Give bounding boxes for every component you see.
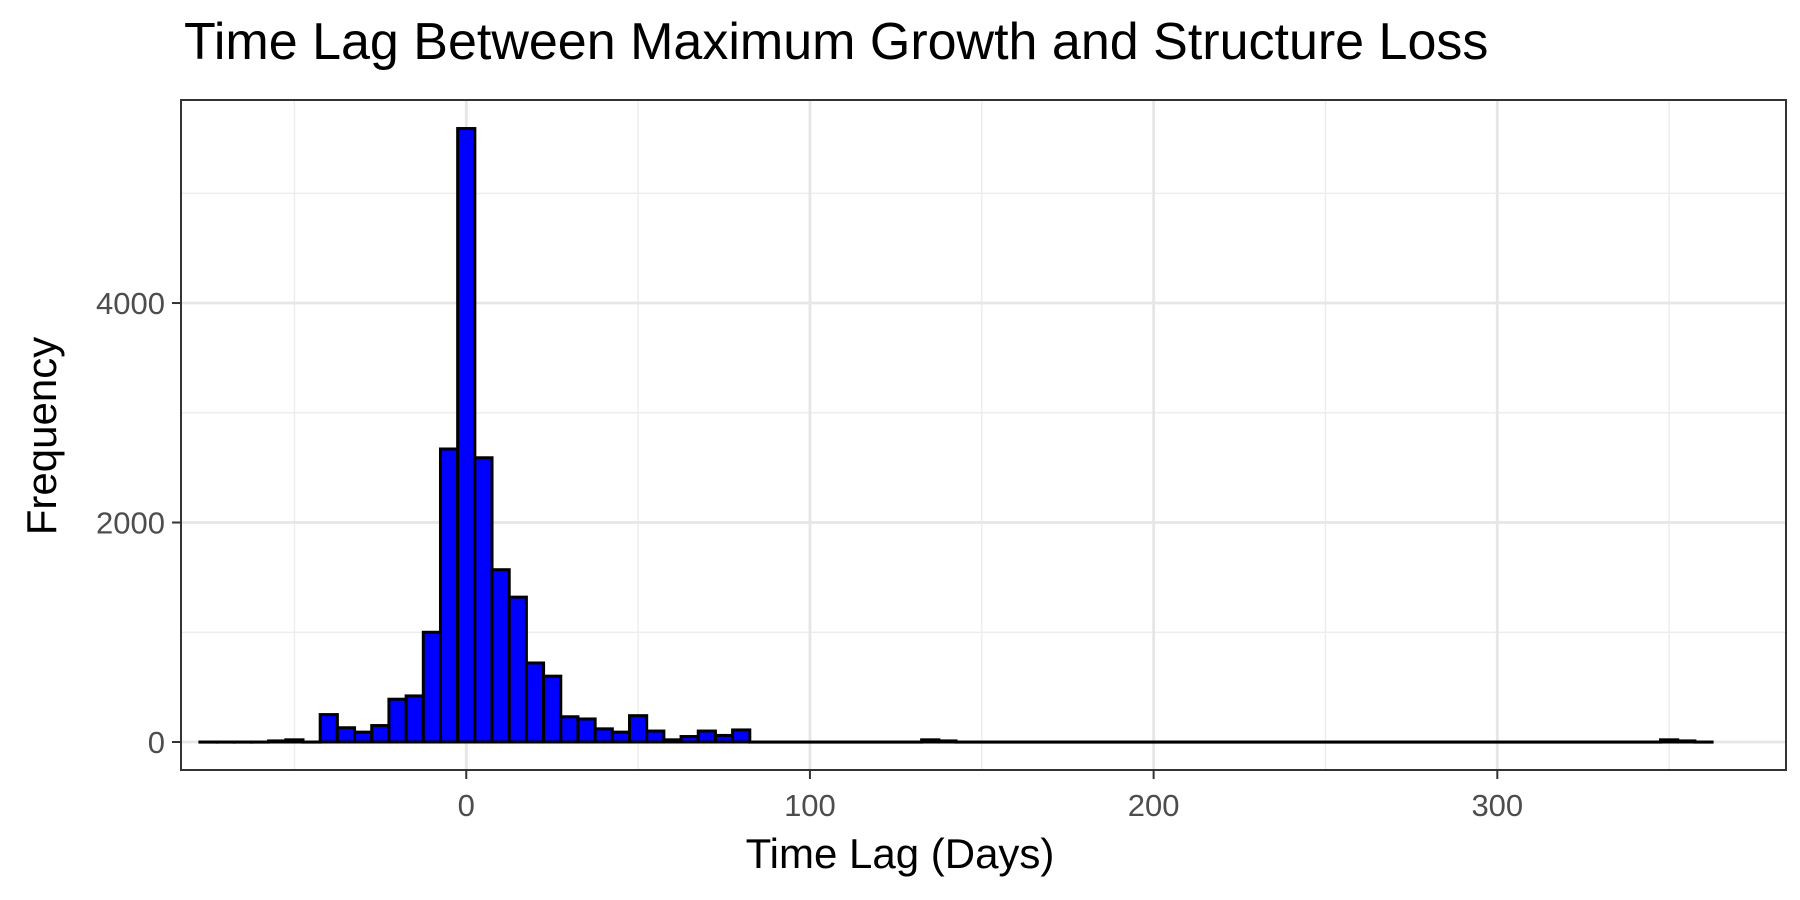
histogram-bar xyxy=(267,739,288,744)
x-axis-title: Time Lag (Days) xyxy=(745,830,1055,877)
histogram-bar xyxy=(421,630,442,744)
histogram-bar xyxy=(610,730,632,744)
histogram-bar xyxy=(679,735,700,744)
histogram-bar xyxy=(1659,738,1680,744)
histogram-bar xyxy=(696,729,717,744)
y-tick-label: 2000 xyxy=(96,506,165,541)
histogram-bar xyxy=(524,661,546,744)
histogram-bar xyxy=(318,713,339,744)
histogram-bar xyxy=(731,728,752,744)
histogram-bar xyxy=(542,674,563,744)
histogram-bar xyxy=(335,726,357,744)
chart-title: Time Lag Between Maximum Growth and Stru… xyxy=(184,13,1489,71)
histogram-bar xyxy=(713,733,735,744)
histogram-bar xyxy=(1676,739,1697,744)
histogram-bar xyxy=(284,738,305,744)
x-tick-label: 100 xyxy=(784,788,836,823)
histogram-bar xyxy=(593,727,614,744)
x-tick-label: 200 xyxy=(1128,788,1180,823)
y-tick-label: 4000 xyxy=(96,286,165,321)
histogram-bar xyxy=(353,730,374,744)
histogram-bar xyxy=(559,715,580,744)
histogram-bar xyxy=(920,738,941,744)
histogram-bar xyxy=(473,456,494,744)
x-tick-label: 0 xyxy=(458,788,475,823)
histogram-bar xyxy=(662,738,683,744)
histogram-bar xyxy=(576,717,597,744)
histogram-bar xyxy=(404,694,425,744)
histogram-bar xyxy=(438,447,460,744)
histogram-bar xyxy=(645,729,666,744)
y-tick-label: 0 xyxy=(148,725,165,760)
histogram-bar xyxy=(456,127,477,744)
histogram-bar xyxy=(937,739,958,744)
histogram-bar xyxy=(490,568,511,744)
plot-panel-border xyxy=(180,99,1787,771)
x-tick-label: 300 xyxy=(1471,788,1523,823)
histogram-bar xyxy=(370,724,391,744)
histogram-bar xyxy=(387,697,408,744)
histogram-bar xyxy=(628,714,649,744)
histogram-bar xyxy=(507,595,528,744)
